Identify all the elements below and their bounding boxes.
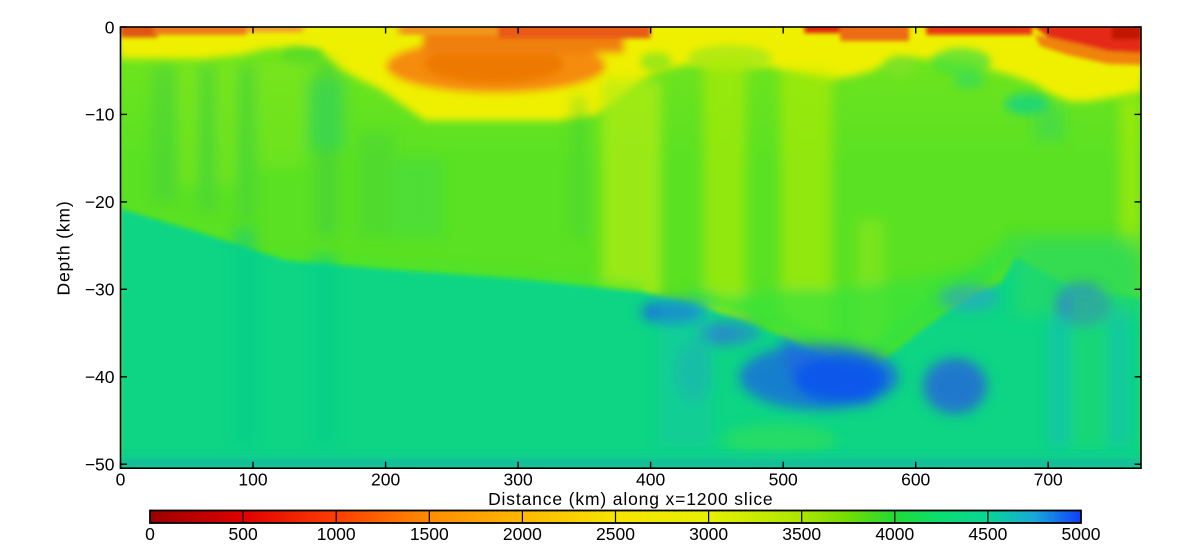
svg-text:2500: 2500 [596, 524, 635, 544]
svg-text:600: 600 [901, 470, 930, 490]
svg-text:500: 500 [228, 524, 257, 544]
svg-text:5000: 5000 [1062, 524, 1101, 544]
svg-text:−20: −20 [85, 192, 115, 212]
svg-text:300: 300 [503, 470, 532, 490]
svg-text:700: 700 [1034, 470, 1063, 490]
svg-text:−10: −10 [85, 105, 115, 125]
svg-text:Distance (km) along x=1200 sli: Distance (km) along x=1200 slice [488, 489, 773, 509]
svg-text:2000: 2000 [503, 524, 542, 544]
svg-text:500: 500 [769, 470, 798, 490]
svg-text:Depth (km): Depth (km) [54, 200, 74, 295]
svg-text:−50: −50 [85, 455, 115, 475]
svg-text:400: 400 [636, 470, 665, 490]
svg-text:100: 100 [238, 470, 267, 490]
svg-text:1500: 1500 [410, 524, 449, 544]
svg-text:200: 200 [371, 470, 400, 490]
svg-text:4000: 4000 [875, 524, 914, 544]
svg-text:−40: −40 [85, 367, 115, 387]
svg-text:3500: 3500 [782, 524, 821, 544]
svg-text:4500: 4500 [968, 524, 1007, 544]
svg-text:0: 0 [145, 524, 155, 544]
svg-text:0: 0 [116, 470, 126, 490]
svg-text:0: 0 [105, 17, 115, 37]
svg-text:3000: 3000 [689, 524, 728, 544]
svg-text:−30: −30 [85, 280, 115, 300]
svg-text:1000: 1000 [317, 524, 356, 544]
